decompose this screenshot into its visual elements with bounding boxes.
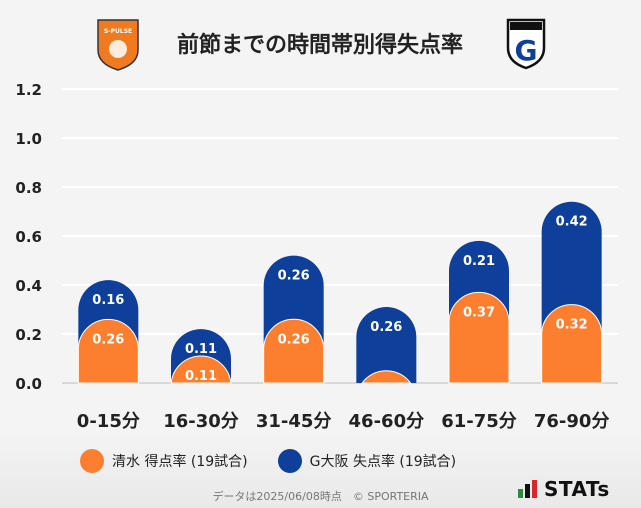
- data-label-shimizu: 0.26: [278, 332, 310, 347]
- data-label-shimizu: 0.32: [556, 318, 588, 333]
- svg-text:G: G: [515, 34, 538, 67]
- y-tick-label: 0.8: [15, 179, 42, 197]
- y-tick-label: 0.6: [15, 228, 42, 246]
- data-label-gosaka: 0.16: [92, 293, 124, 308]
- y-tick-label: 0.2: [15, 326, 42, 344]
- chart-title: 前節までの時間帯別得失点率: [177, 32, 463, 58]
- legend-label-shimizu: 清水 得点率 (19試合): [112, 454, 248, 470]
- stats-logo-icon: [518, 480, 537, 498]
- chart-area: 前節までの時間帯別得失点率 S-PULSE G 0.0 0.2 0.4 0.6 0.8 1.0…: [15, 18, 618, 432]
- y-tick-label: 1.2: [15, 81, 42, 99]
- footnote: データは2025/06/08時点 © SPORTERIA: [212, 490, 429, 503]
- y-tick-label: 1.0: [15, 130, 42, 148]
- data-label-shimizu: 0.26: [92, 332, 124, 347]
- bar-shimizu: [170, 355, 232, 384]
- x-tick-label: 31-45分: [256, 411, 332, 432]
- data-label-gosaka: 0.26: [370, 320, 402, 335]
- legend-item-shimizu: 清水 得点率 (19試合): [80, 449, 248, 473]
- data-label-gosaka: 0.42: [556, 215, 588, 230]
- legend-swatch-orange: [80, 449, 104, 473]
- data-label-gosaka: 0.26: [278, 269, 310, 284]
- bar-shimizu: [77, 318, 139, 384]
- data-label-gosaka: 0.21: [463, 254, 495, 269]
- g-logo: G: [506, 18, 546, 70]
- legend: 清水 得点率 (19試合) G大阪 失点率 (19試合): [80, 449, 486, 473]
- stats-brand: STATs: [518, 477, 610, 501]
- data-label-shimizu: 0.37: [463, 305, 495, 320]
- y-tick-label: 0.0: [15, 375, 42, 393]
- y-tick-label: 0.4: [15, 277, 42, 295]
- data-label-shimizu: 0.11: [185, 369, 217, 384]
- bar-shimizu: [263, 318, 325, 384]
- stats-brand-text: STATs: [544, 477, 610, 501]
- bar-shimizu: [361, 370, 412, 384]
- svg-text:S-PULSE: S-PULSE: [104, 28, 132, 35]
- bar-shimizu: [448, 291, 510, 384]
- x-tick-label: 0-15分: [77, 411, 140, 432]
- legend-item-gosaka: G大阪 失点率 (19試合): [277, 449, 457, 473]
- bar-gosaka: [356, 307, 417, 383]
- legend-swatch-blue: [277, 449, 302, 473]
- x-tick-label: 61-75分: [441, 411, 517, 432]
- data-label-gosaka: 0.11: [185, 342, 217, 357]
- bar-shimizu: [541, 304, 603, 384]
- x-tick-label: 76-90分: [534, 411, 610, 432]
- x-tick-label: 16-30分: [163, 411, 239, 432]
- x-tick-label: 46-60分: [349, 411, 425, 432]
- shield-logo: S-PULSE: [97, 19, 139, 71]
- legend-label-gosaka: G大阪 失点率 (19試合): [309, 454, 457, 470]
